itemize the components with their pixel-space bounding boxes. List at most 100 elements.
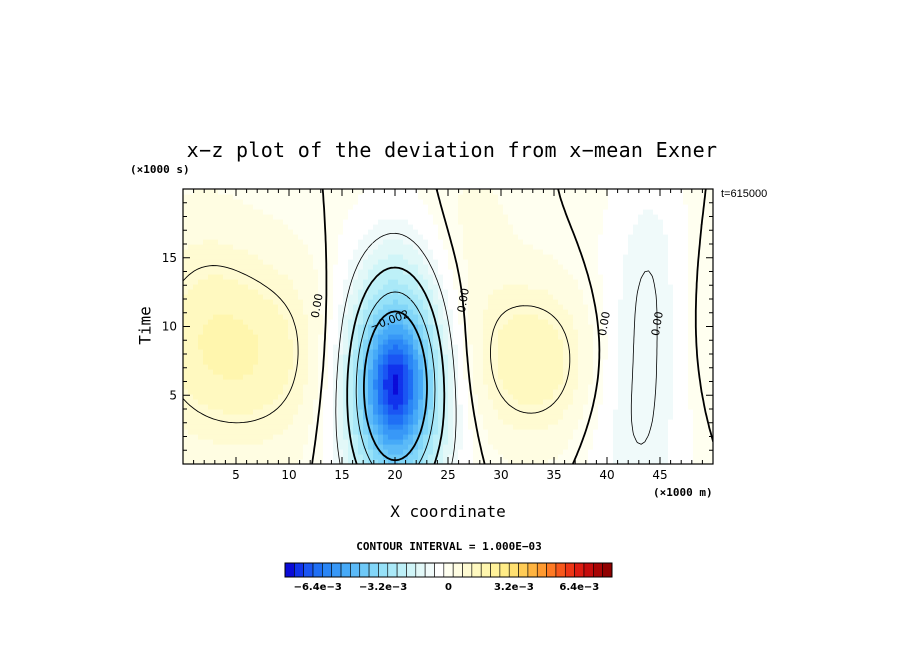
field-cell — [203, 424, 209, 430]
field-cell — [478, 459, 484, 464]
field-cell — [508, 194, 514, 200]
field-cell — [213, 249, 219, 255]
field-cell — [633, 259, 639, 265]
field-cell — [278, 354, 284, 360]
field-cell — [553, 234, 559, 240]
field-cell — [568, 234, 574, 240]
field-cell — [283, 414, 289, 420]
field-cell — [213, 454, 219, 460]
field-cell — [428, 419, 434, 425]
field-cell — [573, 299, 579, 305]
field-cell — [508, 254, 514, 260]
field-cell — [338, 244, 344, 250]
field-cell — [518, 404, 524, 410]
field-cell — [593, 324, 599, 330]
field-cell — [528, 434, 534, 440]
field-cell — [598, 454, 604, 460]
field-cell — [348, 199, 354, 205]
field-cell — [473, 324, 479, 330]
field-cell — [248, 309, 254, 315]
field-cell — [293, 459, 299, 464]
field-cell — [208, 289, 214, 295]
field-cell — [288, 419, 294, 425]
field-cell — [328, 254, 334, 260]
field-cell — [273, 429, 279, 435]
field-cell — [423, 239, 429, 245]
field-cell — [363, 394, 369, 400]
field-cell — [498, 254, 504, 260]
field-cell — [318, 339, 324, 345]
field-cell — [393, 439, 399, 445]
field-cell — [348, 209, 354, 215]
field-cell — [273, 244, 279, 250]
field-cell — [338, 359, 344, 365]
field-cell — [228, 259, 234, 265]
field-cell — [513, 274, 519, 280]
field-cell — [358, 219, 364, 225]
field-cell — [563, 344, 569, 350]
field-cell — [223, 344, 229, 350]
field-cell — [458, 404, 464, 410]
field-cell — [348, 309, 354, 315]
field-cell — [448, 349, 454, 355]
field-cell — [483, 329, 489, 335]
field-cell — [203, 229, 209, 235]
field-cell — [258, 439, 264, 445]
field-cell — [598, 204, 604, 210]
field-cell — [248, 404, 254, 410]
field-cell — [608, 399, 614, 405]
field-cell — [503, 369, 509, 375]
field-cell — [348, 214, 354, 220]
field-cell — [203, 234, 209, 240]
field-cell — [203, 194, 209, 200]
field-cell — [503, 349, 509, 355]
field-cell — [483, 379, 489, 385]
field-cell — [408, 434, 414, 440]
field-cell — [293, 314, 299, 320]
field-cell — [423, 264, 429, 270]
field-cell — [183, 334, 189, 340]
field-cell — [283, 264, 289, 270]
field-cell — [328, 309, 334, 315]
field-cell — [203, 459, 209, 464]
field-cell — [383, 359, 389, 365]
field-cell — [368, 434, 374, 440]
field-cell — [533, 404, 539, 410]
field-cell — [618, 459, 624, 464]
field-cell — [618, 324, 624, 330]
field-cell — [608, 229, 614, 235]
field-cell — [288, 254, 294, 260]
field-cell — [578, 289, 584, 295]
field-cell — [433, 414, 439, 420]
field-cell — [288, 399, 294, 405]
field-cell — [293, 304, 299, 310]
field-cell — [238, 239, 244, 245]
field-cell — [523, 394, 529, 400]
field-cell — [443, 324, 449, 330]
field-cell — [243, 319, 249, 325]
field-cell — [298, 344, 304, 350]
field-cell — [228, 394, 234, 400]
field-cell — [333, 449, 339, 455]
field-cell — [553, 319, 559, 325]
field-cell — [558, 429, 564, 435]
field-cell — [568, 274, 574, 280]
field-cell — [303, 349, 309, 355]
field-cell — [353, 334, 359, 340]
field-cell — [493, 449, 499, 455]
field-cell — [478, 264, 484, 270]
field-cell — [518, 214, 524, 220]
field-cell — [203, 319, 209, 325]
field-cell — [253, 314, 259, 320]
field-cell — [348, 189, 354, 195]
field-cell — [198, 294, 204, 300]
field-cell — [528, 229, 534, 235]
field-cell — [428, 299, 434, 305]
field-cell — [478, 259, 484, 265]
field-cell — [188, 449, 194, 455]
field-cell — [548, 264, 554, 270]
field-cell — [223, 399, 229, 405]
field-cell — [463, 289, 469, 295]
field-cell — [438, 339, 444, 345]
field-cell — [583, 259, 589, 265]
